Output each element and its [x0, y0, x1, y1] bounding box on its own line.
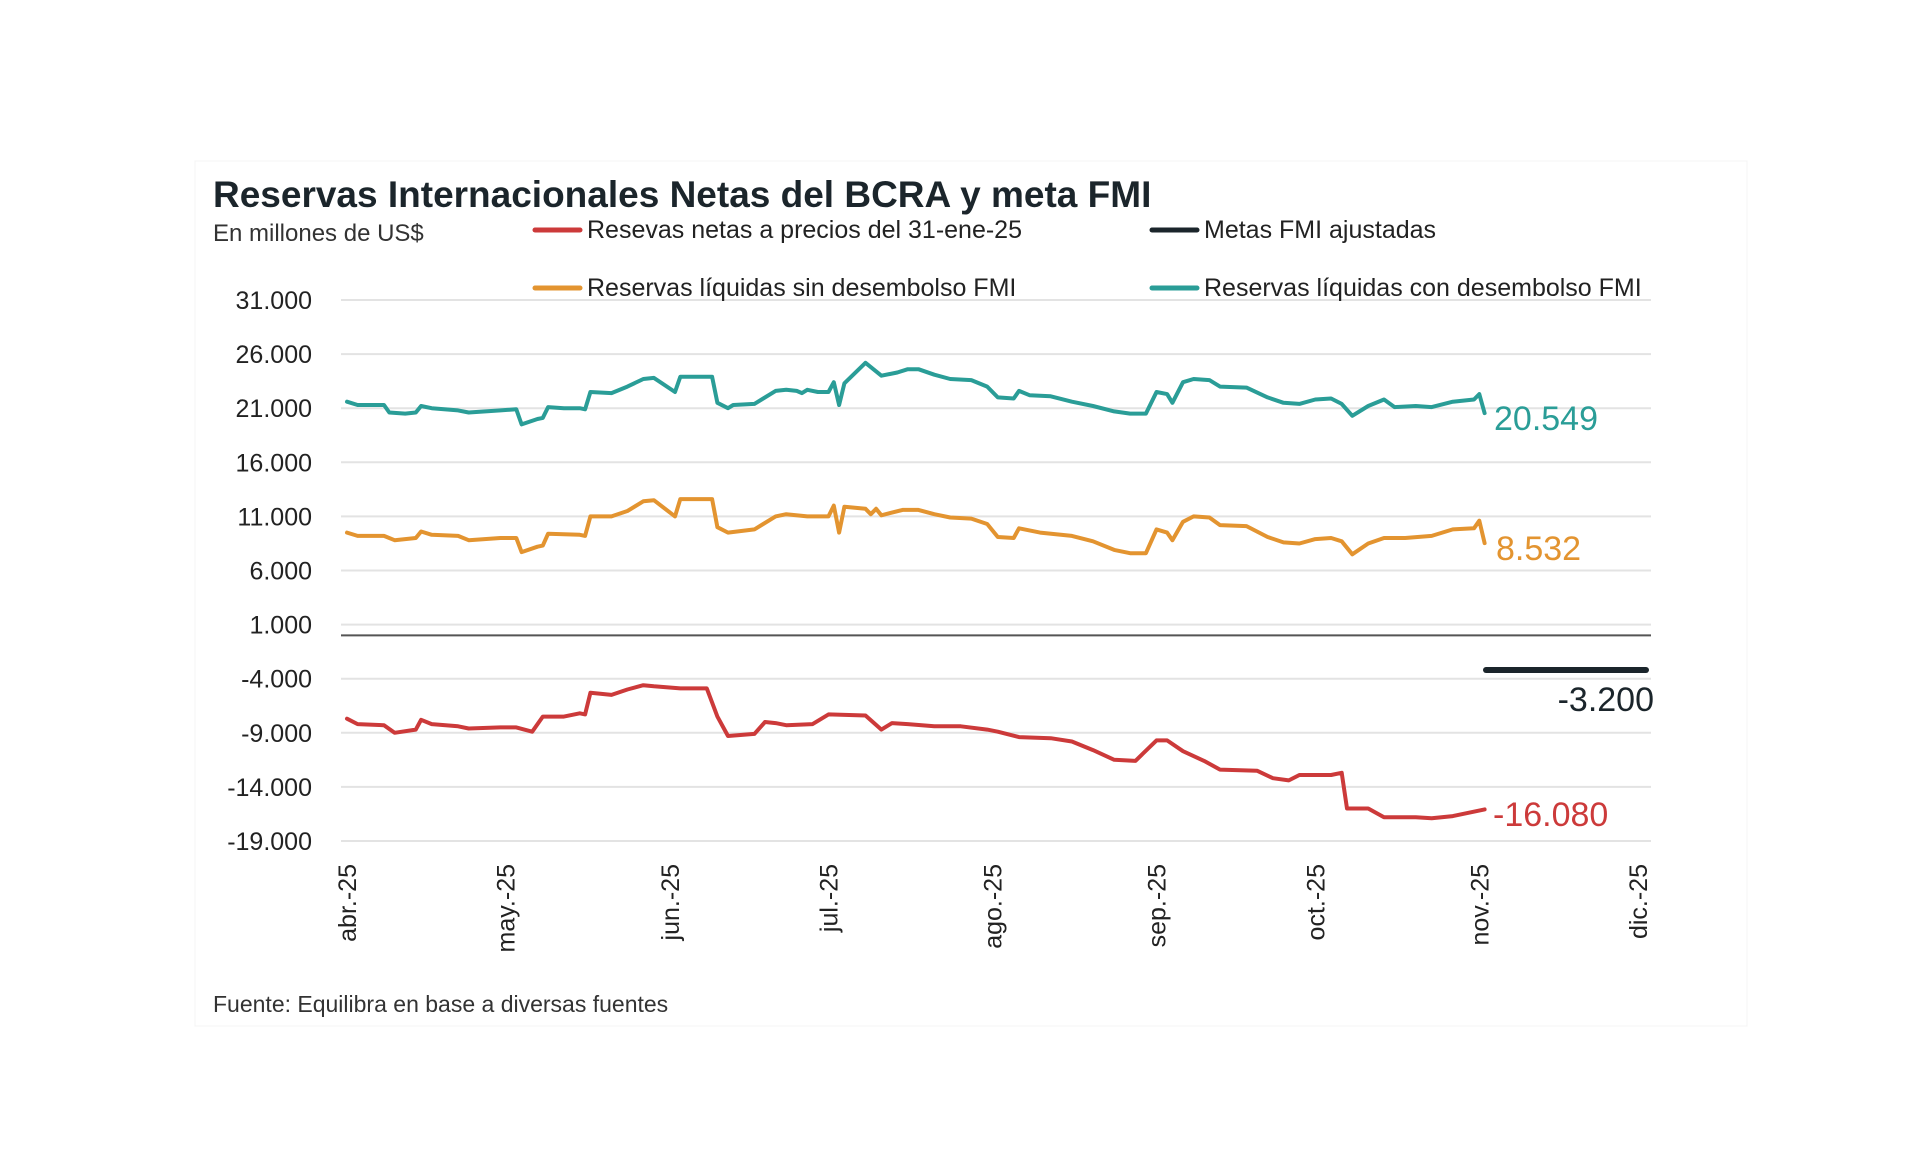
legend: Resevas netas a precios del 31-ene-25 Met… [532, 216, 1642, 302]
y-tick-label: -9.000 [241, 720, 312, 748]
x-tick-label: oct.-25 [1302, 864, 1330, 940]
y-tick-label: -19.000 [227, 828, 312, 856]
y-tick-label: -14.000 [227, 774, 312, 802]
chart-subtitle: En millones de US$ [213, 220, 424, 247]
series-line-0 [345, 683, 1487, 821]
y-tick-label: 1.000 [249, 612, 312, 640]
y-tick-label: 11.000 [237, 503, 312, 531]
x-tick-label: jun.-25 [657, 864, 685, 941]
y-tick-label: 21.000 [236, 395, 312, 423]
x-tick-label: sep.-25 [1144, 864, 1172, 947]
legend-label: Reservas líquidas sin desembolso FMI [587, 274, 1016, 302]
x-tick-label: may.-25 [493, 864, 521, 952]
x-axis: abr.-25 may.-25 jun.-25 jul.-25 ago.-25 sep.-… [334, 864, 1653, 952]
x-tick-label: ago.-25 [980, 864, 1008, 949]
end-value-label: -3.200 [1558, 681, 1654, 719]
end-value-label: -16.080 [1493, 796, 1608, 834]
legend-label: Metas FMI ajustadas [1204, 216, 1436, 244]
legend-label: Resevas netas a precios del 31-ene-25 [587, 216, 1022, 244]
x-tick-label: jul.-25 [815, 864, 843, 933]
series-line-3 [345, 360, 1487, 427]
y-axis: 31.000 26.000 21.000 16.000 11.000 6.000 1.000… [227, 287, 312, 856]
y-tick-label: -4.000 [241, 666, 312, 694]
y-tick-label: 6.000 [249, 558, 312, 586]
chart-title: Reservas Internacionales Netas del BCRA … [213, 174, 1151, 215]
y-tick-label: 16.000 [236, 449, 312, 477]
end-value-label: 8.532 [1496, 530, 1581, 568]
chart-source: Fuente: Equilibra en base a diversas fue… [213, 991, 668, 1017]
y-tick-label: 31.000 [236, 287, 312, 315]
chart-card [194, 160, 1748, 1027]
end-value-label: 20.549 [1494, 400, 1598, 438]
series-lines: -16.080 -3.200 8.532 20.549 [345, 360, 1654, 834]
legend-label: Reservas líquidas con desembolso FMI [1204, 274, 1642, 302]
y-tick-label: 26.000 [236, 341, 312, 369]
x-tick-label: abr.-25 [334, 864, 362, 942]
series-line-2 [345, 497, 1487, 557]
x-tick-label: nov.-25 [1466, 864, 1494, 946]
x-tick-label: dic.-25 [1625, 864, 1653, 939]
